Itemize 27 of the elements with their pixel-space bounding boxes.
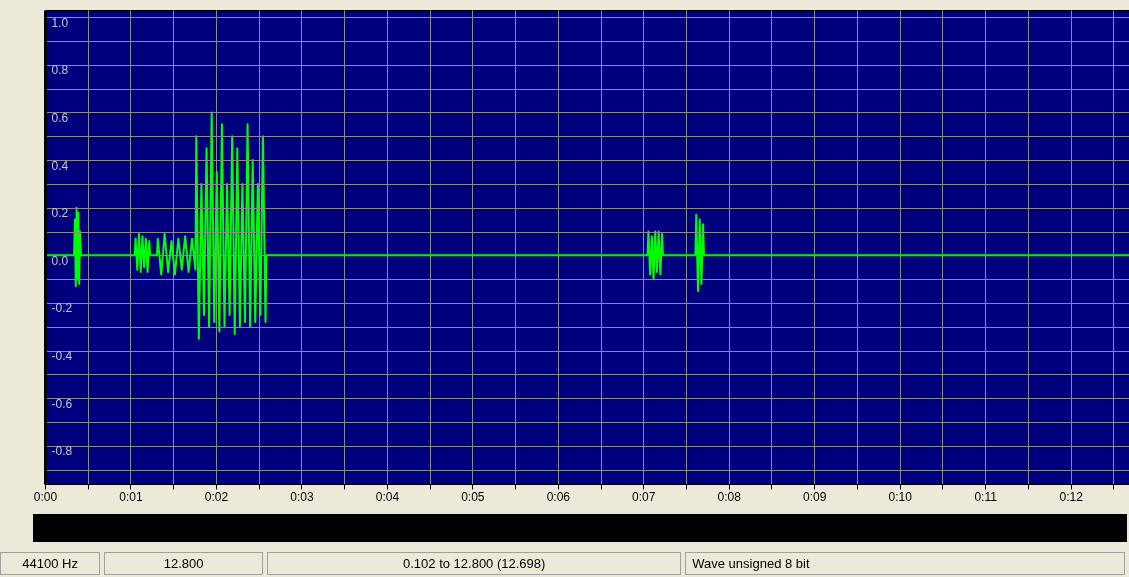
y-tick-label: 0.4 xyxy=(51,158,69,173)
x-tick-label: 0:05 xyxy=(461,489,485,504)
text: Wave unsigned 8 bit xyxy=(685,552,1125,575)
y-tick-label: 0.2 xyxy=(51,206,69,221)
y-tick-label: 0.6 xyxy=(51,110,69,125)
x-tick-label: 0:09 xyxy=(803,489,827,504)
x-tick-label: 0:04 xyxy=(375,489,400,504)
y-tick-label: 0.8 xyxy=(51,63,69,78)
x-tick-label: 0:06 xyxy=(546,489,571,504)
y-tick-label: -0.2 xyxy=(51,301,73,316)
text: 12.800 xyxy=(104,552,264,575)
y-tick-label: -0.4 xyxy=(51,349,73,364)
x-tick-label: 0:00 xyxy=(33,489,58,504)
y-tick-label: 1.0 xyxy=(51,15,69,30)
x-tick-label: 0:12 xyxy=(1059,489,1084,504)
x-tick-label: 0:08 xyxy=(717,489,742,504)
x-tick-label: 0:03 xyxy=(290,489,314,504)
x-tick-label: 0:10 xyxy=(888,489,913,504)
x-tick-label: 0:07 xyxy=(632,489,656,504)
x-tick-label: 0:11 xyxy=(974,489,998,504)
text: 44100 Hz xyxy=(0,552,101,575)
x-tick-label: 0:01 xyxy=(119,489,143,504)
y-tick-label: 0.0 xyxy=(51,253,69,268)
y-tick-label: -0.8 xyxy=(51,444,73,459)
x-tick-label: 0:02 xyxy=(204,489,229,504)
text: 0.102 to 12.800 (12.698) xyxy=(267,552,682,575)
y-tick-label: -0.6 xyxy=(51,396,73,411)
